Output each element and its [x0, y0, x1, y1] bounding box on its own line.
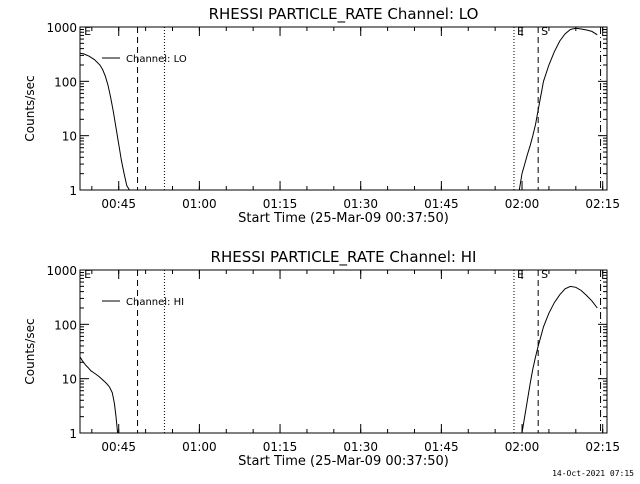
series-line-2 [521, 285, 598, 433]
series-line-1 [80, 52, 130, 190]
x-axis: 00:45 01:00 01:15 01:30 01:45 02:00 02:15 Start… [91, 27, 620, 226]
x-tick-label: 02:15 [585, 197, 620, 211]
y-tick-label: 1000 [46, 21, 77, 35]
y-axis: 1 10 100 1000 Counts/sec [23, 21, 607, 198]
footer-timestamp: 14-Oct-2021 07:15 [552, 469, 634, 478]
marker-label: E [517, 268, 524, 281]
x-tick-label: 02:00 [505, 440, 540, 454]
y-axis-label: Counts/sec [23, 75, 37, 141]
series-line-2 [518, 27, 598, 190]
marker-label: E [84, 268, 91, 281]
y-tick-label: 10 [62, 373, 77, 387]
chart-title: RHESSI PARTICLE_RATE Channel: LO [209, 5, 479, 24]
y-tick-label: 1 [69, 427, 77, 441]
x-tick-label: 01:00 [182, 197, 217, 211]
legend-label: Channel: LO [126, 54, 187, 65]
plot-frame [79, 26, 608, 191]
y-tick-label: 1000 [46, 264, 77, 278]
marker-label: S [541, 25, 548, 38]
x-axis-label: Start Time (25-Mar-09 00:37:50) [238, 211, 449, 226]
plot-frame [79, 269, 608, 434]
data-series [80, 285, 598, 433]
y-tick-label: 1 [69, 184, 77, 198]
data-series [80, 27, 598, 190]
y-tick-label: 100 [54, 318, 77, 332]
y-axis-label: Counts/sec [23, 318, 37, 384]
x-tick-label: 00:45 [101, 197, 136, 211]
x-tick-label: 01:45 [424, 440, 459, 454]
x-tick-label: 01:45 [424, 197, 459, 211]
y-tick-label: 10 [62, 130, 77, 144]
marker-label: E [84, 25, 91, 38]
x-tick-label: 01:30 [343, 440, 378, 454]
marker-label: E [517, 25, 524, 38]
x-tick-label: 01:30 [343, 197, 378, 211]
x-axis: 00:45 01:00 01:15 01:30 01:45 02:00 02:15 Start… [91, 270, 620, 469]
marker-label: S [541, 268, 548, 281]
y-tick-label: 100 [54, 75, 77, 89]
x-tick-label: 01:15 [263, 440, 298, 454]
x-tick-label: 01:00 [182, 440, 217, 454]
y-axis: 1 10 100 1000 Counts/sec [23, 264, 607, 441]
x-tick-label: 02:15 [585, 440, 620, 454]
chart-title: RHESSI PARTICLE_RATE Channel: HI [211, 248, 477, 267]
x-tick-label: 02:00 [505, 197, 540, 211]
x-tick-label: 01:15 [263, 197, 298, 211]
x-tick-label: 00:45 [101, 440, 136, 454]
legend: Channel: LO [102, 54, 187, 65]
legend: Channel: HI [102, 297, 184, 308]
chart-panel-1: RHESSI PARTICLE_RATE Channel: LO 1 10 100 10… [23, 5, 620, 226]
legend-label: Channel: HI [126, 297, 184, 308]
x-axis-label: Start Time (25-Mar-09 00:37:50) [238, 454, 449, 469]
chart-panel-2: RHESSI PARTICLE_RATE Channel: HI 1 10 100 10… [23, 248, 620, 469]
series-line-1 [80, 356, 119, 433]
